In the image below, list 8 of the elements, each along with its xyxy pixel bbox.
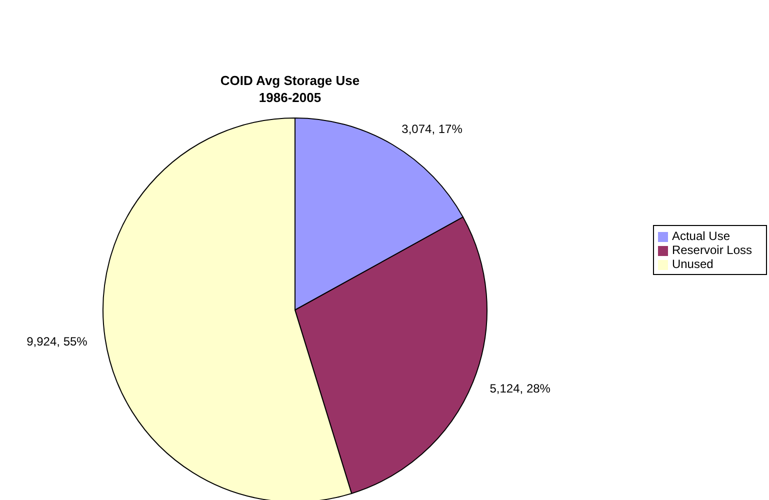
legend-label: Unused bbox=[672, 257, 714, 271]
data-label: 9,924, 55% bbox=[26, 334, 88, 348]
chart-title: COID Avg Storage Use bbox=[219, 72, 361, 89]
data-label: 3,074, 17% bbox=[402, 122, 463, 136]
data-label: 5,124, 28% bbox=[490, 382, 551, 396]
chart-subtitle: 1986-2005 bbox=[258, 89, 322, 106]
legend-label: Actual Use bbox=[672, 229, 730, 243]
legend-label: Reservoir Loss bbox=[672, 243, 752, 257]
